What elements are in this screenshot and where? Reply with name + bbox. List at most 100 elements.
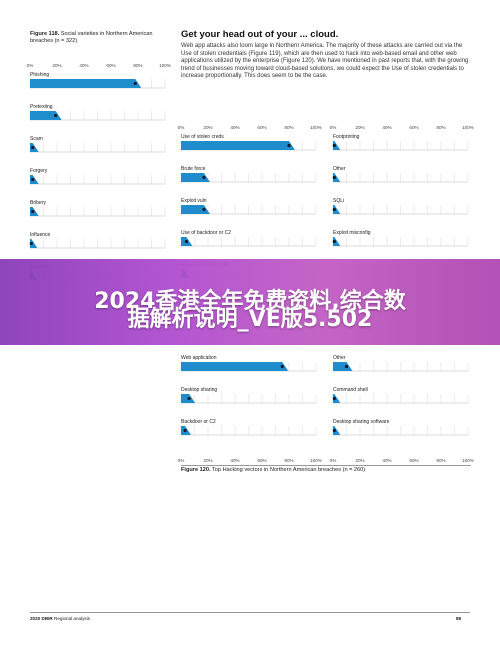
footer-left: 2020 DBIR Regional analysis	[30, 616, 90, 621]
value-dot	[54, 113, 58, 118]
value-dot	[187, 396, 191, 401]
x-axis-tick-label: 0%	[177, 125, 185, 130]
footer-section: Regional analysis	[54, 616, 91, 621]
chart-panel: Phishing	[29, 72, 166, 104]
x-axis-tick-label: 80%	[284, 458, 294, 463]
value-dot	[29, 241, 33, 246]
value-bar	[333, 362, 353, 371]
x-axis-tick-label: 0%	[329, 458, 337, 463]
value-dot	[184, 239, 188, 244]
x-axis-tick-label: 100%	[462, 458, 474, 463]
chart-panel: SQLi	[332, 198, 469, 230]
chart-panel: Exploit vuln	[180, 198, 317, 230]
category-label: Bribery	[30, 200, 46, 206]
value-dot	[332, 207, 336, 212]
category-label: Desktop sharing	[181, 387, 218, 393]
category-label: Use of backdoor or C2	[181, 230, 232, 236]
chart-panel: Other	[332, 166, 469, 198]
bar-plot	[180, 426, 317, 436]
category-label: Influence	[30, 232, 51, 238]
figure-118-caption-text: Social varieties in Northern American br…	[30, 31, 153, 44]
promo-banner-line-2: 据解析说明_VE版5.502	[127, 307, 373, 332]
category-label: Web application	[181, 355, 217, 361]
bar-plot	[180, 141, 317, 151]
bar-plot	[332, 173, 469, 183]
value-dot	[31, 177, 35, 182]
value-bar	[333, 237, 341, 246]
chart-panel: Pretexting	[29, 104, 166, 136]
bar-plot	[332, 141, 469, 151]
x-axis-tick-label: 100%	[310, 125, 322, 130]
chart-panel: Influence	[29, 232, 166, 264]
caption-divider	[181, 465, 471, 466]
bar-plot	[29, 111, 166, 121]
value-dot	[280, 364, 284, 369]
x-axis-tick-label: 20%	[355, 125, 365, 130]
bar-plot	[332, 394, 469, 404]
bar-plot	[180, 173, 317, 183]
x-axis-tick-label: 60%	[409, 458, 419, 463]
x-axis-tick-label: 0%	[177, 458, 185, 463]
x-axis: 0% 20% 40% 60% 80% 100%	[27, 63, 171, 69]
value-dot	[332, 239, 336, 244]
value-bar	[30, 239, 38, 248]
chart-panel: Other	[332, 355, 469, 387]
category-label: Exploit misconfig	[333, 230, 371, 236]
chart-panel: Bribery	[29, 200, 166, 232]
figure-120-caption: Figure 120. Top Hacking vectors in North…	[181, 467, 471, 474]
bar-plot	[180, 237, 317, 247]
chart-panel: Exploit misconfig	[332, 230, 469, 262]
footer-divider	[30, 612, 470, 613]
chart-panel: Desktop sharing software	[332, 419, 469, 451]
chart-panel: Use of backdoor or C2	[180, 230, 317, 262]
x-axis-tick-label: 80%	[436, 458, 446, 463]
value-bar	[333, 394, 341, 403]
value-dot	[332, 428, 336, 433]
value-bar	[333, 205, 341, 214]
category-label: Desktop sharing software	[333, 419, 390, 425]
category-label: Brute force	[181, 166, 206, 172]
value-dot	[31, 209, 35, 214]
chart-panel: Backdoor or C2	[180, 419, 317, 451]
section-title: Get your head out of your ... cloud.	[181, 29, 339, 40]
bar-plot	[29, 239, 166, 249]
value-dot	[332, 143, 336, 148]
value-bar	[181, 362, 289, 371]
value-dot	[202, 207, 206, 212]
value-bar	[30, 143, 39, 152]
value-bar	[30, 79, 142, 88]
value-bar	[333, 426, 341, 435]
bar-plot	[332, 237, 469, 247]
category-label: Pretexting	[30, 104, 53, 110]
category-label: Phishing	[30, 72, 50, 78]
x-axis-tick-label: 100%	[310, 458, 322, 463]
value-bar	[181, 205, 210, 214]
category-label: Forgery	[30, 168, 48, 174]
x-axis-tick-label: 40%	[230, 458, 240, 463]
x-axis-tick-label: 80%	[284, 125, 294, 130]
x-axis-tick-label: 40%	[79, 63, 89, 68]
x-axis-tick-label: 40%	[382, 458, 392, 463]
bar-plot	[29, 143, 166, 153]
bar-plot	[29, 175, 166, 185]
chart-panel: Brute force	[180, 166, 317, 198]
x-axis-tick-label: 60%	[409, 125, 419, 130]
value-dot	[31, 145, 35, 150]
x-axis-tick-label: 0%	[329, 125, 337, 130]
figure-120-caption-bold: Figure 120.	[181, 467, 211, 473]
footer-report: 2020 DBIR	[30, 616, 53, 621]
value-bar	[30, 207, 39, 216]
category-label: Backdoor or C2	[181, 419, 216, 425]
chart-panel: Web application	[180, 355, 317, 387]
category-label: Other	[333, 355, 346, 361]
value-dot	[202, 175, 206, 180]
bar-plot	[180, 362, 317, 372]
category-label: SQLi	[333, 198, 345, 204]
x-axis-tick-label: 100%	[159, 63, 171, 68]
x-axis-bottom-right: 0% 20% 40% 60% 80% 100%	[329, 458, 474, 464]
x-axis-tick-label: 20%	[203, 125, 213, 130]
value-dot	[332, 396, 336, 401]
x-axis-tick-label: 20%	[355, 458, 365, 463]
category-label: Exploit vuln	[181, 198, 207, 204]
bar-plot	[29, 79, 166, 89]
